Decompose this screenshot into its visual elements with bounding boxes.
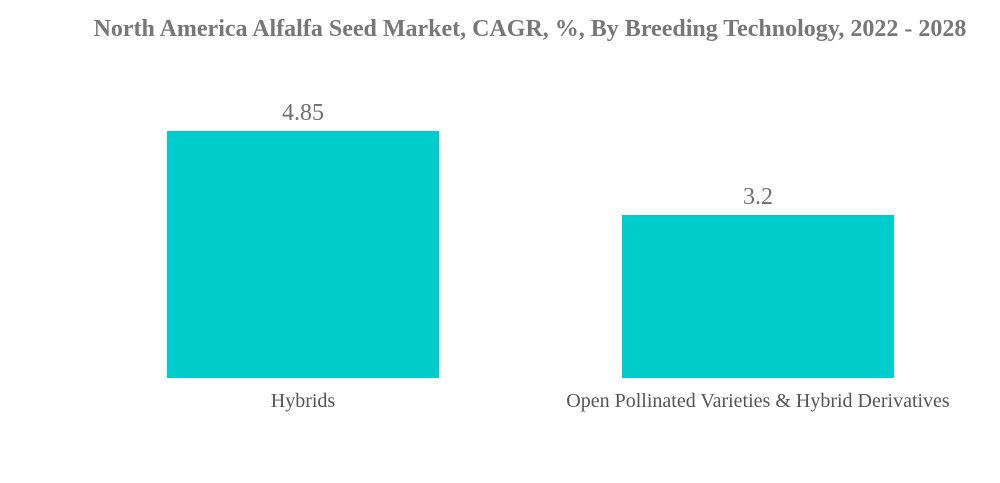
value-label-hybrids: 4.85 bbox=[282, 100, 324, 126]
value-label-open-pollinated-varieties-hybrid-derivatives: 3.2 bbox=[743, 184, 773, 210]
bars-group bbox=[167, 131, 894, 378]
bar-open-pollinated-varieties-hybrid-derivatives bbox=[622, 215, 894, 378]
category-labels-group: Hybrids Open Pollinated Varieties & Hybri… bbox=[271, 390, 950, 412]
value-labels-group: 4.85 3.2 bbox=[282, 100, 773, 210]
category-label-hybrids: Hybrids bbox=[271, 390, 336, 412]
bar-hybrids bbox=[167, 131, 439, 378]
category-label-open-pollinated-varieties-hybrid-derivatives: Open Pollinated Varieties & Hybrid Deriv… bbox=[566, 390, 950, 412]
chart-title: North America Alfalfa Seed Market, CAGR,… bbox=[93, 16, 967, 42]
